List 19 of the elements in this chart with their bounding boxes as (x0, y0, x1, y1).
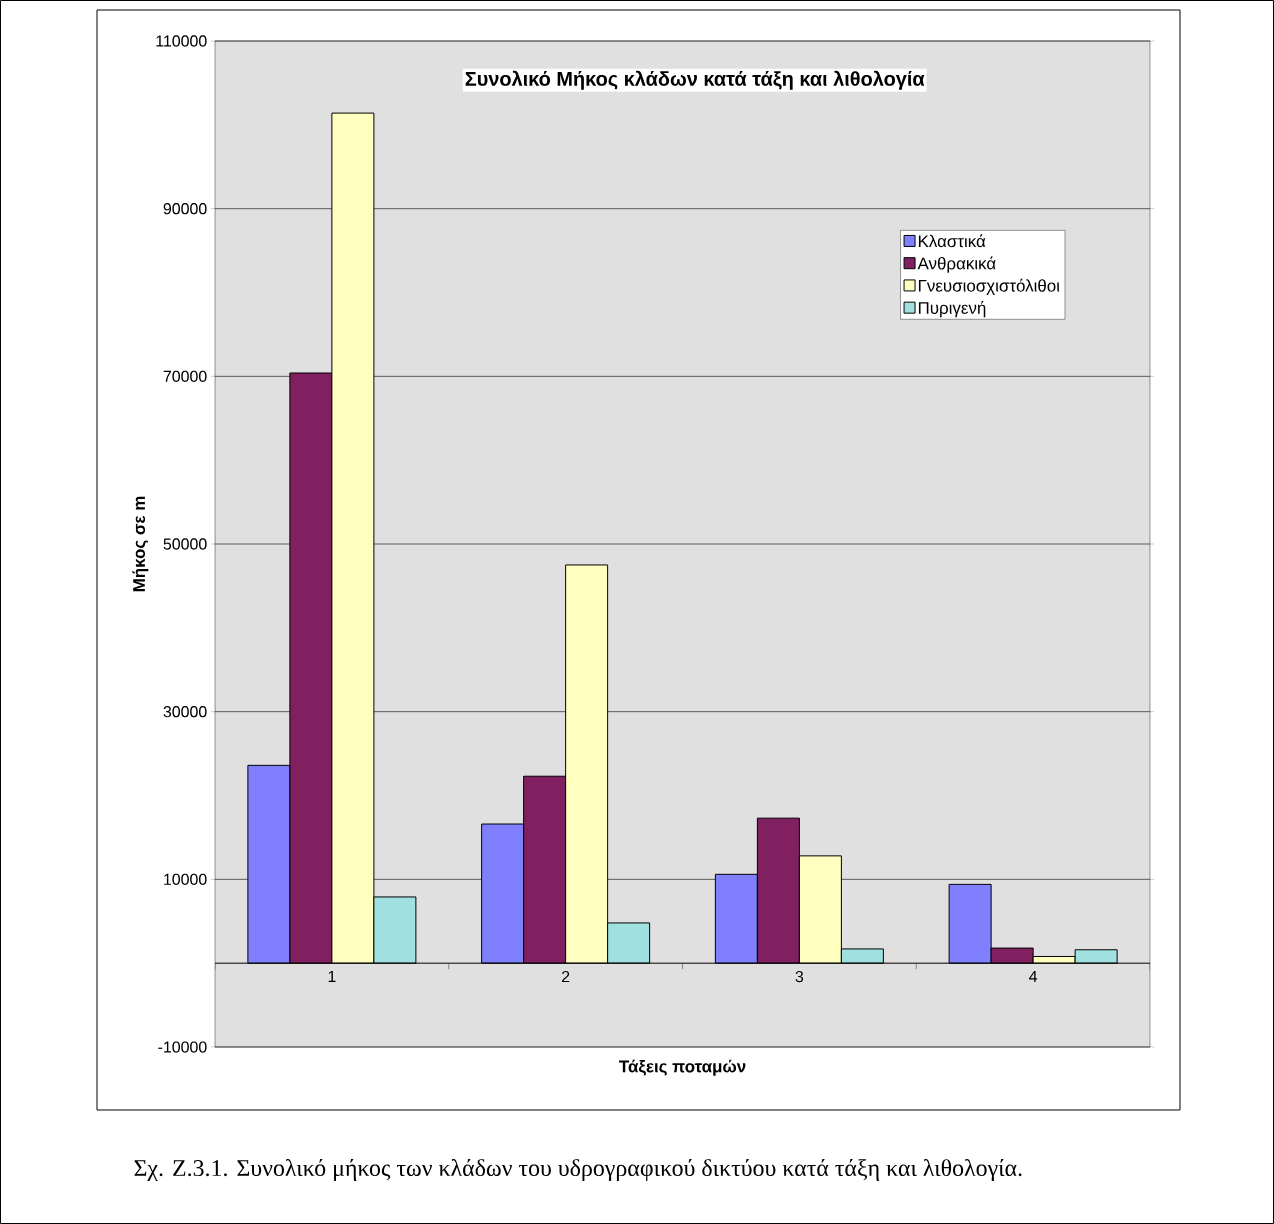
x-tick-label: 1 (328, 970, 336, 982)
y-axis-title: Μήκος σε m (132, 496, 149, 592)
y-tick-label: 110000 (156, 35, 207, 47)
y-tick-label: 10000 (164, 873, 207, 885)
legend-label: Πυριγενή (918, 301, 986, 318)
text: Σχ. Ζ.3.1. Συνολικό μήκος των κλάδων του υδρογραφικού δικτύου κατά τάξη και λιθολογία. (134, 1159, 1022, 1181)
x-tick-label: 3 (795, 970, 804, 983)
x-tick-label: 4 (1029, 970, 1038, 982)
y-tick-label: 50000 (163, 538, 207, 550)
y-tick-label: 70000 (163, 370, 207, 382)
y-tick-label: 30000 (163, 706, 207, 718)
x-tick-label: 2 (562, 970, 570, 983)
legend-label: Κλαστικά (918, 234, 986, 248)
legend-label: Ανθρακικά (917, 256, 996, 273)
legend-label: Γνευσιοσχιστόλιθοι (918, 278, 1060, 296)
y-tick-label: -10000 (158, 1041, 207, 1053)
text: Συνολικό Μήκος κλάδων κατά τάξη και λιθολογία (465, 70, 925, 90)
y-tick-label: 90000 (163, 203, 207, 215)
x-axis-title: Τάξεις ποταμών (619, 1059, 746, 1076)
